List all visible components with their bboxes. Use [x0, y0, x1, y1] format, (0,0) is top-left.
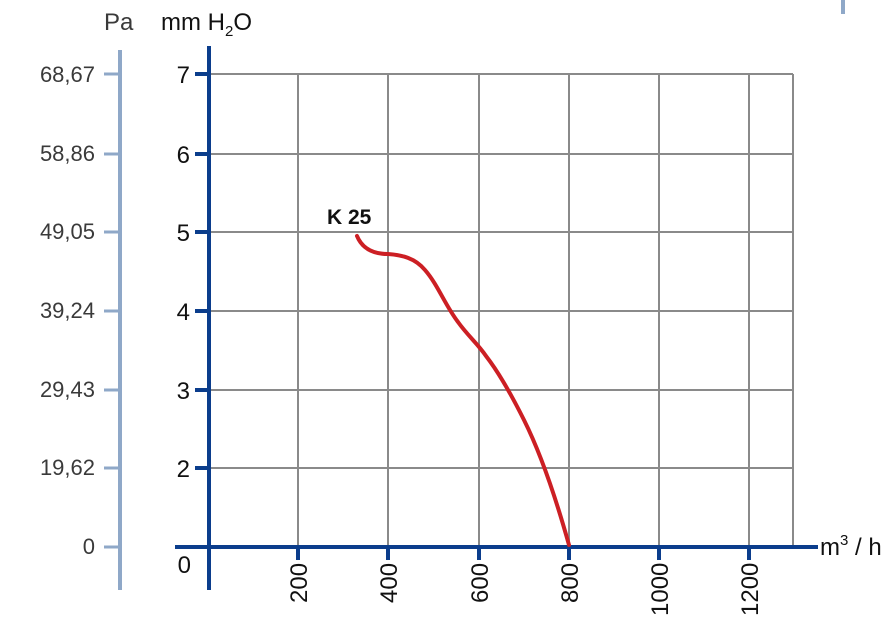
pa-tick-label: 39,24	[40, 298, 95, 323]
x-tick-label: 800	[557, 563, 584, 603]
mm-h2o-axis	[195, 46, 211, 590]
mm-tick-label: 5	[177, 220, 190, 247]
x-tick-label: 400	[376, 563, 403, 603]
pa-tick-label: 58,86	[40, 141, 95, 166]
mm-tick-label: 4	[177, 299, 190, 326]
pa-tick-label: 49,05	[40, 219, 95, 244]
pa-tick-label: 29,43	[40, 377, 95, 402]
mm-tick-label: 6	[177, 142, 190, 169]
mm-tick-label: 2	[177, 456, 190, 483]
pa-tick-label: 19,62	[40, 455, 95, 480]
mm-tick-label: 3	[177, 378, 190, 405]
x-tick-label: 600	[467, 563, 494, 603]
origin-label: 0	[178, 552, 191, 579]
x-axis	[175, 545, 818, 560]
x-tick-label: 1200	[737, 563, 764, 616]
pa-axis	[104, 50, 122, 590]
mm-tick-labels: 7 6 5 4 3 2 0	[177, 62, 191, 579]
mm-tick-label: 7	[177, 62, 190, 89]
curve-k25	[355, 234, 571, 547]
mm-h2o-unit-label: mm H2O	[161, 9, 252, 40]
x-unit-label: m3 / h	[820, 532, 882, 561]
x-tick-labels: 200 400 600 800 1000 1200	[286, 563, 764, 616]
grid-horizontal	[209, 73, 793, 469]
x-tick-label: 200	[286, 563, 313, 603]
pa-tick-labels: 68,67 58,86 49,05 39,24 29,43 19,62 0	[40, 62, 95, 559]
curve-label: K 25	[327, 206, 372, 229]
x-tick-label: 1000	[647, 563, 674, 616]
pa-tick-label: 68,67	[40, 62, 95, 87]
pa-tick-label: 0	[83, 534, 95, 559]
pa-unit-label: Pa	[104, 9, 134, 36]
